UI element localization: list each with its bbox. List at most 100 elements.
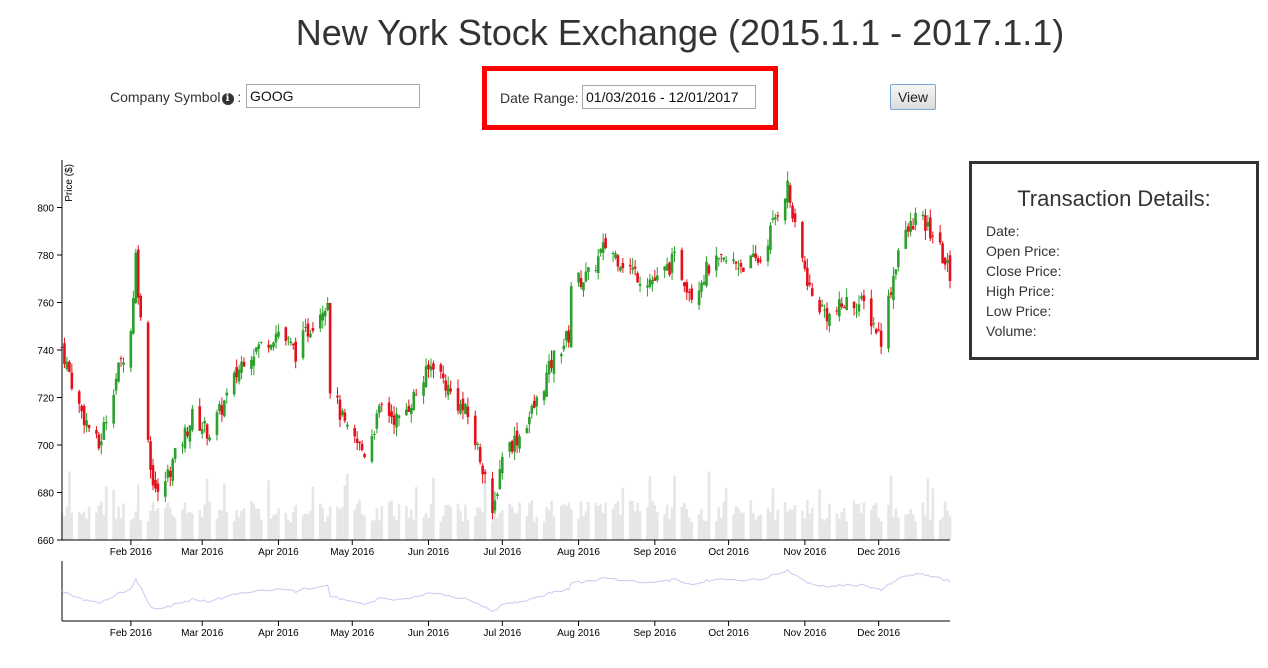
view-button[interactable]: View [890,84,936,110]
candle-body [601,242,605,253]
candle-body [407,405,411,412]
volume-bar [855,504,858,540]
price-chart[interactable]: 660 680 700 720 740 760 780 800 Feb 2016 Mar 2016… [0,150,960,655]
candle-body [225,392,229,396]
candle-body [370,435,374,462]
volume-bar [889,475,893,540]
volume-bar [360,514,364,540]
candle-body [542,391,546,401]
y-tick-label: 680 [37,489,54,500]
candle-body [828,314,831,326]
volume-bar [427,518,430,540]
candle-body [897,250,900,268]
candle-body [390,411,393,418]
candle-body [683,282,686,287]
volume-bar [498,512,502,540]
candle-body [914,212,917,226]
volume-bar [114,519,118,540]
volume-bar [242,508,246,540]
volume-bar [702,520,706,540]
candle-body [702,281,706,285]
x-axis-tick-label: Mar 2016 [181,547,224,558]
candle-body [948,255,952,282]
candle-body [186,431,189,436]
candle-body [318,314,322,329]
volume-bar [926,478,930,540]
volume-bar [564,505,568,540]
volume-bar [911,513,915,540]
candle-body [860,296,863,299]
candle-body [456,388,460,411]
volume-bar [582,515,585,540]
y-tick-label: 740 [37,346,54,357]
volume-bar [820,518,824,540]
candle-body [793,213,797,222]
candle-body [874,329,878,334]
candle-body [232,372,236,395]
candle-body [427,364,430,370]
volume-bar [892,516,895,540]
date-range-input[interactable] [582,85,756,109]
candle-body [887,295,890,349]
candle-body [129,331,133,368]
candle-body [552,350,556,374]
candle-body [786,180,789,203]
volume-bar [291,512,295,540]
candle-body [220,405,224,415]
volume-bar [756,516,760,540]
candle-body [665,264,669,271]
candle-body [198,406,202,431]
volume-bar [363,515,366,540]
details-high-price: High Price: [986,283,1055,299]
candle-body [432,363,435,370]
volume-bar [304,513,307,540]
context-brush-chart[interactable] [61,568,951,613]
candle-body [685,282,689,293]
candle-body [117,362,120,382]
candle-body [518,436,521,449]
candle-body [439,364,443,372]
candle-body [341,410,344,416]
volume-bar [156,508,160,540]
candle-body [237,369,241,382]
volume-bar [825,518,829,540]
volume-bar [409,509,413,540]
candle-body [250,359,253,369]
candle-body [869,298,873,327]
volume-bar [668,519,671,540]
candle-body [582,282,585,291]
volume-bar [240,511,243,540]
volume-bar [166,502,170,540]
candle-body [274,333,278,343]
volume-bar [857,503,861,540]
volume-bar [877,517,880,540]
volume-bar [697,513,701,540]
candle-body [579,277,583,287]
company-symbol-input[interactable] [246,84,420,108]
x-axis-tick-label: Dec 2016 [857,547,900,558]
candle-body [353,428,357,437]
candle-body [515,430,519,446]
candle-body [240,361,243,373]
candle-body [171,459,174,481]
candle-body [852,301,856,309]
volume-bar [257,508,261,540]
candle-body [424,366,428,388]
info-circle-icon[interactable]: i [221,93,234,105]
candle-body [478,447,482,463]
volume-bar [412,519,416,540]
context-x-axis-tick-label: Oct 2016 [708,628,749,639]
candle-body [151,465,155,486]
volume-bar [70,512,74,540]
volume-bar [301,515,305,540]
candle-body [724,260,728,262]
volume-bar [284,512,288,540]
candle-body [387,402,391,416]
volume-bar [414,486,418,540]
volume-bar [380,506,384,540]
volume-bar [164,507,167,540]
candle-body [498,469,502,490]
volume-bar [346,473,349,540]
candle-body [636,273,639,283]
candle-body [938,232,942,243]
